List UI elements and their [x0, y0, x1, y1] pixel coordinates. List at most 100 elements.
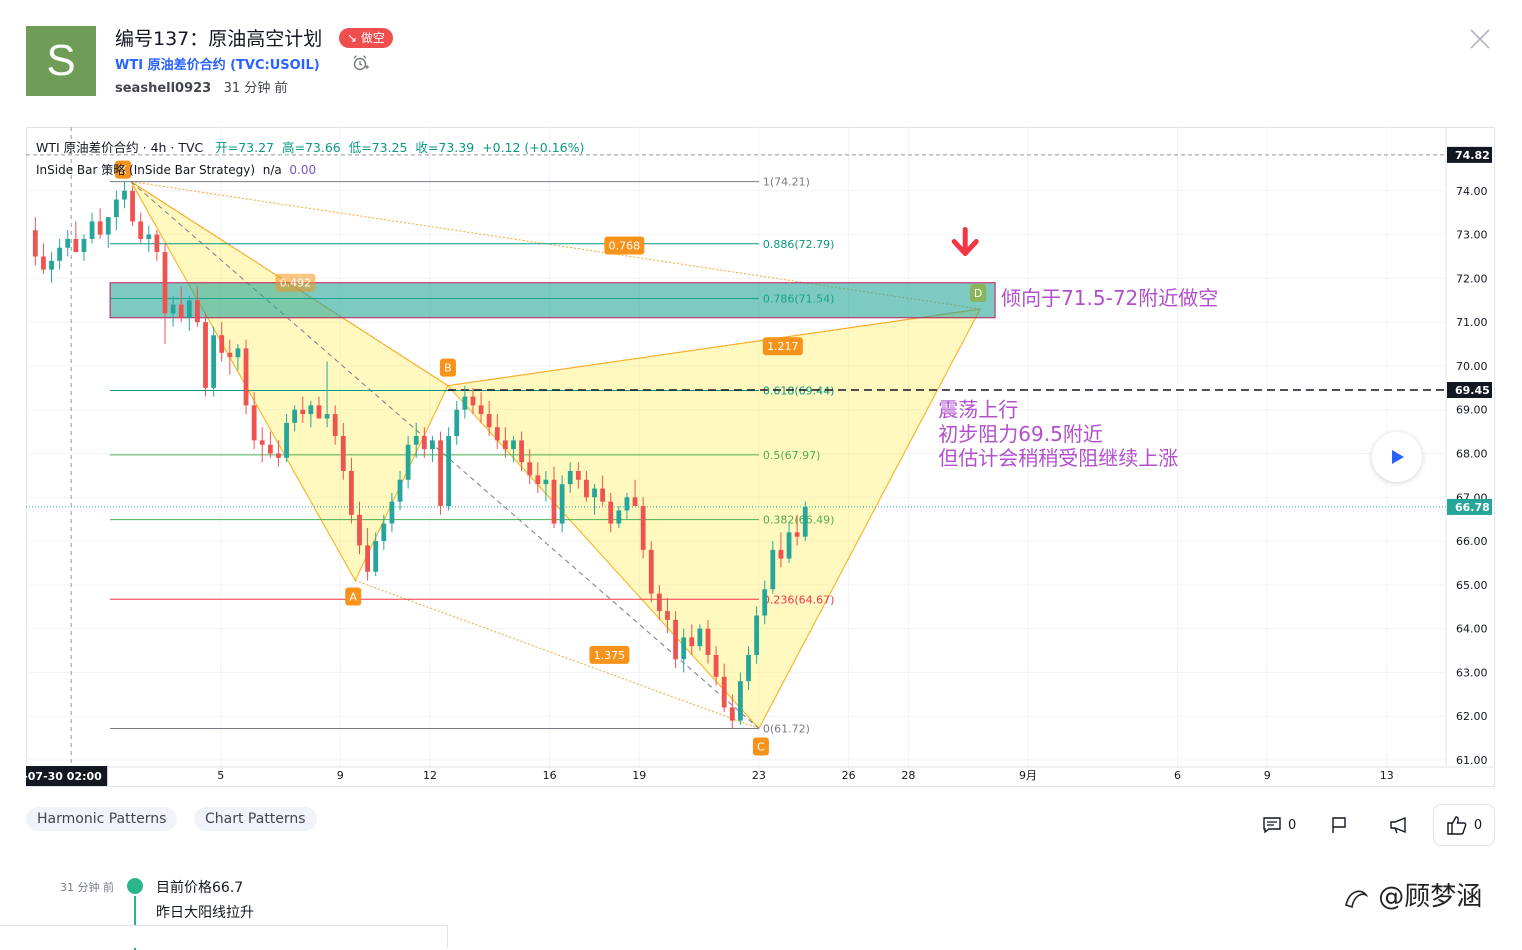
candle-body	[592, 488, 597, 498]
fib-level-label: 0.5(67.97)	[763, 449, 821, 462]
thumbs-up-icon	[1447, 816, 1467, 835]
ratio-text: 1.217	[767, 340, 799, 353]
fib-level-label: 0.382(66.49)	[763, 514, 835, 527]
candle-body	[567, 471, 573, 485]
pattern-point-badge	[345, 587, 362, 606]
tag-harmonic-patterns[interactable]: Harmonic Patterns	[26, 807, 178, 831]
candle-body	[543, 479, 549, 485]
price-tick: 72.00	[1456, 272, 1488, 285]
watermark: @顾梦涵	[1342, 876, 1482, 913]
candle-body	[300, 409, 306, 415]
candle-body	[640, 506, 646, 550]
alarm-icon[interactable]	[352, 54, 370, 72]
candle-body	[32, 230, 38, 257]
time-tick: 23	[752, 769, 766, 782]
tag-chart-patterns[interactable]: Chart Patterns	[194, 807, 317, 831]
candle-body	[340, 435, 346, 472]
time-tick: 19	[632, 769, 646, 782]
candle-body	[267, 444, 273, 454]
candle-body	[413, 435, 419, 445]
candle-body	[365, 545, 371, 572]
watermark-text: @顾梦涵	[1378, 882, 1483, 912]
candle-body	[178, 304, 184, 318]
price-label-text: 66.78	[1455, 501, 1490, 514]
candle-body	[673, 619, 678, 660]
candle-body	[251, 405, 257, 441]
price-tick: 61.00	[1456, 754, 1488, 767]
author-name[interactable]: seashell0923	[115, 81, 212, 96]
candle-body	[470, 396, 476, 406]
pattern-point-b: B	[439, 358, 456, 377]
candle-body	[243, 348, 249, 406]
candle-body	[170, 304, 176, 314]
pattern-point-text: B	[444, 362, 452, 375]
report-button[interactable]	[1330, 816, 1348, 834]
candle-body	[235, 348, 241, 358]
fib-level-label: 1(74.21)	[763, 176, 810, 189]
price-label-text: 74.82	[1455, 149, 1490, 162]
legend-close-label: 收=	[415, 140, 439, 155]
candle-body	[276, 453, 281, 458]
play-button[interactable]	[1372, 432, 1422, 482]
update-text-1: 目前价格66.7	[156, 880, 244, 896]
ratio-label: 0.492	[275, 273, 316, 292]
comments-count: 0	[1288, 817, 1297, 833]
time-tick: 6	[1174, 769, 1181, 782]
candle-body	[535, 475, 541, 485]
time-tick: 13	[1380, 769, 1394, 782]
candle-body	[284, 422, 289, 458]
candle-body	[494, 427, 500, 441]
chart-frame	[26, 127, 1495, 787]
candle-body	[389, 501, 395, 524]
pattern-point-text: X	[119, 164, 127, 177]
price-tick: 64.00	[1456, 623, 1488, 636]
chart-legend-indicator[interactable]: InSide Bar 策略 (InSide Bar Strategy) n/a …	[36, 161, 316, 178]
candle-body	[146, 234, 152, 239]
down-arrow-icon	[951, 227, 979, 257]
candle-body	[130, 190, 135, 222]
price-label-bg	[1447, 498, 1492, 515]
share-button[interactable]	[1389, 816, 1409, 834]
candle-body	[689, 637, 695, 647]
candle-body	[438, 440, 443, 507]
author-avatar[interactable]: S	[26, 26, 96, 96]
legend-high-label: 高=	[281, 140, 305, 155]
indicator-na: n/a	[262, 163, 282, 177]
time-tick: 9	[1264, 769, 1271, 782]
candle-body	[162, 252, 168, 314]
candle-body	[502, 440, 508, 450]
pattern-point-text: C	[757, 740, 765, 753]
fib-level-label: 0.618(69.44)	[763, 384, 835, 397]
candle-body	[608, 501, 614, 524]
candle-body	[97, 221, 103, 235]
candle-body	[357, 514, 362, 546]
candle-body	[681, 637, 687, 660]
time-tick: 9月	[1019, 769, 1037, 782]
price-label-bg	[1447, 382, 1492, 399]
price-label: 69.45	[1447, 382, 1492, 399]
time-axis: 5 9 12 16 19 23 26 28 9月 6 9 13	[26, 766, 1495, 782]
time-tick: 9	[337, 769, 344, 782]
candle-body	[729, 707, 735, 721]
symbol-link[interactable]: WTI 原油差价合约 (TVC:USOIL)	[115, 58, 320, 73]
note-line-1: 震荡上行	[938, 398, 1018, 422]
price-chart[interactable]: 1(74.21)0.886(72.79)0.786(71.54)0.618(69…	[26, 127, 1495, 787]
candle-body	[802, 506, 808, 537]
candle-body	[65, 238, 71, 248]
candle-body	[113, 199, 119, 218]
play-icon	[1392, 450, 1404, 464]
like-button[interactable]: 0	[1433, 804, 1495, 846]
candle-body	[227, 352, 233, 358]
candle-body	[373, 541, 379, 572]
close-icon[interactable]	[1468, 27, 1492, 51]
ratio-badge	[275, 273, 316, 292]
candle-body	[584, 479, 589, 498]
pattern-point-badge	[115, 160, 131, 179]
pattern-xd-line	[130, 181, 981, 310]
comments-button[interactable]: 0	[1262, 816, 1296, 834]
candle-body	[721, 676, 727, 708]
candle-body	[511, 440, 516, 450]
price-tick: 69.00	[1456, 404, 1488, 417]
candle-body	[656, 593, 662, 612]
candle-body	[292, 409, 298, 423]
